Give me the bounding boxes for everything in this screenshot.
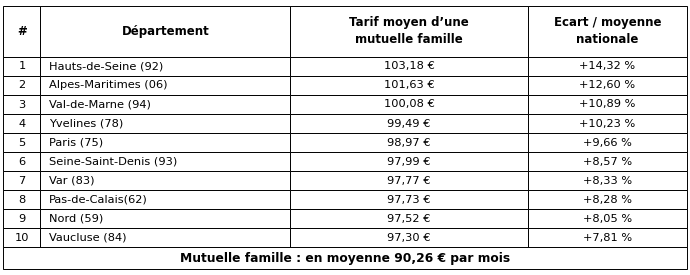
Text: Val-de-Marne (94): Val-de-Marne (94) bbox=[48, 100, 150, 109]
Text: 10: 10 bbox=[14, 233, 29, 243]
Bar bbox=[528, 76, 687, 95]
Bar bbox=[40, 171, 290, 190]
Text: 100,08 €: 100,08 € bbox=[384, 100, 435, 109]
Text: 97,77 €: 97,77 € bbox=[387, 175, 431, 186]
Text: Paris (75): Paris (75) bbox=[48, 138, 103, 147]
Bar bbox=[3, 57, 40, 76]
Bar bbox=[290, 133, 528, 152]
Bar bbox=[290, 228, 528, 247]
Bar bbox=[3, 209, 40, 228]
Text: 3: 3 bbox=[18, 100, 26, 109]
Bar bbox=[3, 114, 40, 133]
Bar bbox=[290, 190, 528, 209]
Bar bbox=[528, 6, 687, 57]
Text: 101,63 €: 101,63 € bbox=[384, 81, 435, 90]
Bar bbox=[3, 247, 687, 270]
Text: Seine-Saint-Denis (93): Seine-Saint-Denis (93) bbox=[48, 156, 177, 167]
Bar bbox=[40, 228, 290, 247]
Text: +7,81 %: +7,81 % bbox=[583, 233, 632, 243]
Text: +8,33 %: +8,33 % bbox=[583, 175, 632, 186]
Text: Pas-de-Calais(62): Pas-de-Calais(62) bbox=[48, 194, 148, 205]
Bar bbox=[40, 114, 290, 133]
Text: 97,52 €: 97,52 € bbox=[388, 214, 431, 224]
Text: Var (83): Var (83) bbox=[48, 175, 94, 186]
Bar bbox=[40, 209, 290, 228]
Text: +14,32 %: +14,32 % bbox=[579, 62, 635, 72]
Text: Tarif moyen d’une
mutuelle famille: Tarif moyen d’une mutuelle famille bbox=[349, 16, 469, 46]
Bar bbox=[528, 209, 687, 228]
Text: 8: 8 bbox=[18, 194, 26, 205]
Bar bbox=[40, 6, 290, 57]
Bar bbox=[290, 152, 528, 171]
Text: 6: 6 bbox=[19, 156, 26, 167]
Text: +9,66 %: +9,66 % bbox=[583, 138, 632, 147]
Bar bbox=[3, 190, 40, 209]
Text: 99,49 €: 99,49 € bbox=[388, 119, 431, 128]
Bar bbox=[290, 114, 528, 133]
Bar bbox=[528, 190, 687, 209]
Text: 5: 5 bbox=[18, 138, 26, 147]
Bar bbox=[528, 114, 687, 133]
Text: +12,60 %: +12,60 % bbox=[579, 81, 635, 90]
Bar bbox=[528, 171, 687, 190]
Text: 9: 9 bbox=[18, 214, 26, 224]
Bar bbox=[40, 190, 290, 209]
Text: 4: 4 bbox=[19, 119, 26, 128]
Text: Hauts-de-Seine (92): Hauts-de-Seine (92) bbox=[48, 62, 163, 72]
Text: 97,73 €: 97,73 € bbox=[387, 194, 431, 205]
Text: #: # bbox=[17, 25, 27, 38]
Bar bbox=[3, 152, 40, 171]
Bar bbox=[40, 95, 290, 114]
Bar bbox=[40, 152, 290, 171]
Bar bbox=[290, 171, 528, 190]
Text: +10,23 %: +10,23 % bbox=[579, 119, 635, 128]
Bar bbox=[3, 6, 40, 57]
Text: 98,97 €: 98,97 € bbox=[387, 138, 431, 147]
Bar bbox=[3, 228, 40, 247]
Bar bbox=[290, 209, 528, 228]
Text: +8,28 %: +8,28 % bbox=[583, 194, 632, 205]
Bar bbox=[528, 95, 687, 114]
Text: 2: 2 bbox=[19, 81, 26, 90]
Bar bbox=[528, 152, 687, 171]
Text: +8,57 %: +8,57 % bbox=[583, 156, 632, 167]
Text: Alpes-Maritimes (06): Alpes-Maritimes (06) bbox=[48, 81, 167, 90]
Bar bbox=[290, 95, 528, 114]
Text: 7: 7 bbox=[18, 175, 26, 186]
Bar bbox=[40, 76, 290, 95]
Text: Vaucluse (84): Vaucluse (84) bbox=[48, 233, 126, 243]
Bar bbox=[3, 171, 40, 190]
Bar bbox=[528, 228, 687, 247]
Bar bbox=[3, 95, 40, 114]
Text: Mutuelle famille : en moyenne 90,26 € par mois: Mutuelle famille : en moyenne 90,26 € pa… bbox=[180, 252, 510, 265]
Text: +10,89 %: +10,89 % bbox=[579, 100, 635, 109]
Text: 1: 1 bbox=[18, 62, 26, 72]
Text: +8,05 %: +8,05 % bbox=[583, 214, 632, 224]
Bar bbox=[3, 133, 40, 152]
Bar bbox=[528, 133, 687, 152]
Bar bbox=[290, 76, 528, 95]
Bar bbox=[3, 76, 40, 95]
Text: Nord (59): Nord (59) bbox=[48, 214, 103, 224]
Text: 103,18 €: 103,18 € bbox=[384, 62, 435, 72]
Text: Département: Département bbox=[121, 25, 209, 38]
Bar bbox=[528, 57, 687, 76]
Text: Yvelines (78): Yvelines (78) bbox=[48, 119, 123, 128]
Text: 97,99 €: 97,99 € bbox=[387, 156, 431, 167]
Bar bbox=[290, 57, 528, 76]
Bar bbox=[40, 133, 290, 152]
Text: Ecart / moyenne
nationale: Ecart / moyenne nationale bbox=[553, 16, 661, 46]
Text: 97,30 €: 97,30 € bbox=[387, 233, 431, 243]
Bar bbox=[40, 57, 290, 76]
Bar bbox=[290, 6, 528, 57]
